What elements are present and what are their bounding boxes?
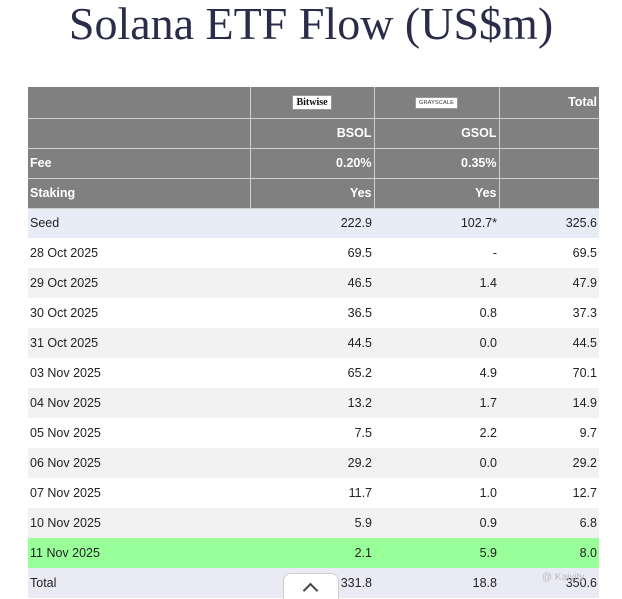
- ticker-total-cell: [499, 118, 599, 149]
- ticker-gsol: GSOL: [374, 118, 500, 149]
- row-label: 04 Nov 2025: [28, 388, 250, 418]
- header-logo-row: Bitwise GRAYSCALE Total: [28, 87, 599, 119]
- table-row: 05 Nov 2025 7.5 2.2 9.7: [28, 418, 599, 448]
- row-label: 06 Nov 2025: [28, 448, 250, 478]
- table-row: 04 Nov 2025 13.2 1.7 14.9: [28, 388, 599, 418]
- row-bsol: 13.2: [250, 388, 374, 418]
- row-bsol: 65.2: [347, 366, 372, 380]
- row-total: 12.7: [572, 486, 597, 500]
- table-row: 28 Oct 2025 69.5 - 69.5: [28, 238, 599, 268]
- header-fee-row: Fee 0.20% 0.35%: [28, 148, 599, 179]
- ticker-label-cell: [28, 118, 251, 149]
- row-bsol: 29.2: [250, 448, 374, 478]
- staking-total: [499, 178, 599, 209]
- row-total: 325.6: [499, 208, 599, 238]
- table-row: 31 Oct 2025 44.5 0.0 44.5: [28, 328, 599, 358]
- header-staking-row: Staking Yes Yes: [28, 178, 599, 209]
- row-gsol: 1.7: [374, 388, 499, 418]
- row-total: 37.3: [572, 306, 597, 320]
- table-row: 29 Oct 2025 46.5 1.4 47.9: [28, 268, 599, 298]
- table-row-total: Total 331.8 18.8 350.6: [28, 568, 599, 598]
- table-row: 07 Nov 2025 11.7 1.0 12.7: [28, 478, 599, 508]
- row-total: 350.6: [499, 568, 599, 598]
- staking-gsol: Yes: [374, 178, 500, 209]
- row-bsol: 5.9: [250, 508, 374, 538]
- etf-flow-table: Bitwise GRAYSCALE Total BSOL GSOL Fee 0.…: [28, 87, 599, 598]
- bitwise-logo: Bitwise: [292, 94, 332, 110]
- row-label: 10 Nov 2025: [28, 508, 250, 538]
- table-row-seed: Seed 222.9 102.7* 325.6: [28, 208, 599, 238]
- row-total: 44.5: [499, 328, 599, 358]
- row-gsol: -: [492, 246, 497, 260]
- row-label: 11 Nov 2025: [28, 538, 250, 568]
- row-label: 05 Nov 2025: [30, 426, 101, 440]
- row-gsol: 0.0: [374, 328, 499, 358]
- row-gsol: 0.0: [374, 448, 499, 478]
- row-gsol: 1.0: [479, 486, 497, 500]
- row-bsol: 2.1: [250, 538, 374, 568]
- grayscale-logo-cell: GRAYSCALE: [374, 87, 500, 119]
- row-total: 8.0: [499, 538, 599, 568]
- total-column-header: Total: [499, 87, 599, 119]
- staking-label: Staking: [28, 178, 251, 209]
- scroll-to-top-button[interactable]: [283, 573, 339, 599]
- row-gsol: 5.9: [374, 538, 499, 568]
- row-bsol: 44.5: [250, 328, 374, 358]
- bitwise-logo-cell: Bitwise: [250, 87, 375, 119]
- row-gsol: 102.7*: [374, 208, 499, 238]
- fee-label: Fee: [28, 148, 251, 179]
- table-row: 10 Nov 2025 5.9 0.9 6.8: [28, 508, 599, 538]
- row-bsol: 7.5: [354, 426, 372, 440]
- row-bsol: 69.5: [347, 246, 372, 260]
- row-label: 03 Nov 2025: [30, 366, 101, 380]
- row-label: 30 Oct 2025: [30, 306, 99, 320]
- row-gsol: 4.9: [479, 366, 497, 380]
- row-bsol: 222.9: [250, 208, 374, 238]
- header-empty-cell: [28, 87, 251, 119]
- table-row: 06 Nov 2025 29.2 0.0 29.2: [28, 448, 599, 478]
- header-ticker-row: BSOL GSOL: [28, 118, 599, 149]
- row-total: 70.1: [572, 366, 597, 380]
- table-row-latest: 11 Nov 2025 2.1 5.9 8.0: [28, 538, 599, 568]
- row-label: 28 Oct 2025: [30, 246, 99, 260]
- row-gsol: 1.4: [374, 268, 499, 298]
- watermark: @ Kaiyity: [542, 572, 585, 583]
- row-total: 6.8: [499, 508, 599, 538]
- fee-bsol: 0.20%: [250, 148, 375, 179]
- row-label: 31 Oct 2025: [28, 328, 250, 358]
- fee-total: [499, 148, 599, 179]
- page-title: Solana ETF Flow (US$m): [68, 0, 554, 49]
- row-gsol: 0.8: [479, 306, 497, 320]
- row-total: 9.7: [579, 426, 597, 440]
- table-row: 30 Oct 2025 36.5 0.8 37.3: [28, 298, 599, 328]
- row-total: 69.5: [572, 246, 597, 260]
- row-total: 14.9: [499, 388, 599, 418]
- table-row: 03 Nov 2025 65.2 4.9 70.1: [28, 358, 599, 388]
- row-total: 47.9: [499, 268, 599, 298]
- row-gsol: 2.2: [479, 426, 497, 440]
- row-bsol: 11.7: [348, 486, 372, 500]
- row-bsol: 36.5: [347, 306, 372, 320]
- row-label: Total: [28, 568, 250, 598]
- row-label: 07 Nov 2025: [30, 486, 101, 500]
- staking-bsol: Yes: [250, 178, 375, 209]
- row-gsol: 0.9: [374, 508, 499, 538]
- row-label: Seed: [28, 208, 250, 238]
- row-bsol: 46.5: [250, 268, 374, 298]
- row-total: 29.2: [499, 448, 599, 478]
- row-label: 29 Oct 2025: [28, 268, 250, 298]
- row-gsol: 18.8: [374, 568, 499, 598]
- chevron-up-icon: [302, 582, 319, 599]
- fee-gsol: 0.35%: [374, 148, 500, 179]
- ticker-bsol: BSOL: [250, 118, 375, 149]
- grayscale-logo: GRAYSCALE: [414, 96, 458, 109]
